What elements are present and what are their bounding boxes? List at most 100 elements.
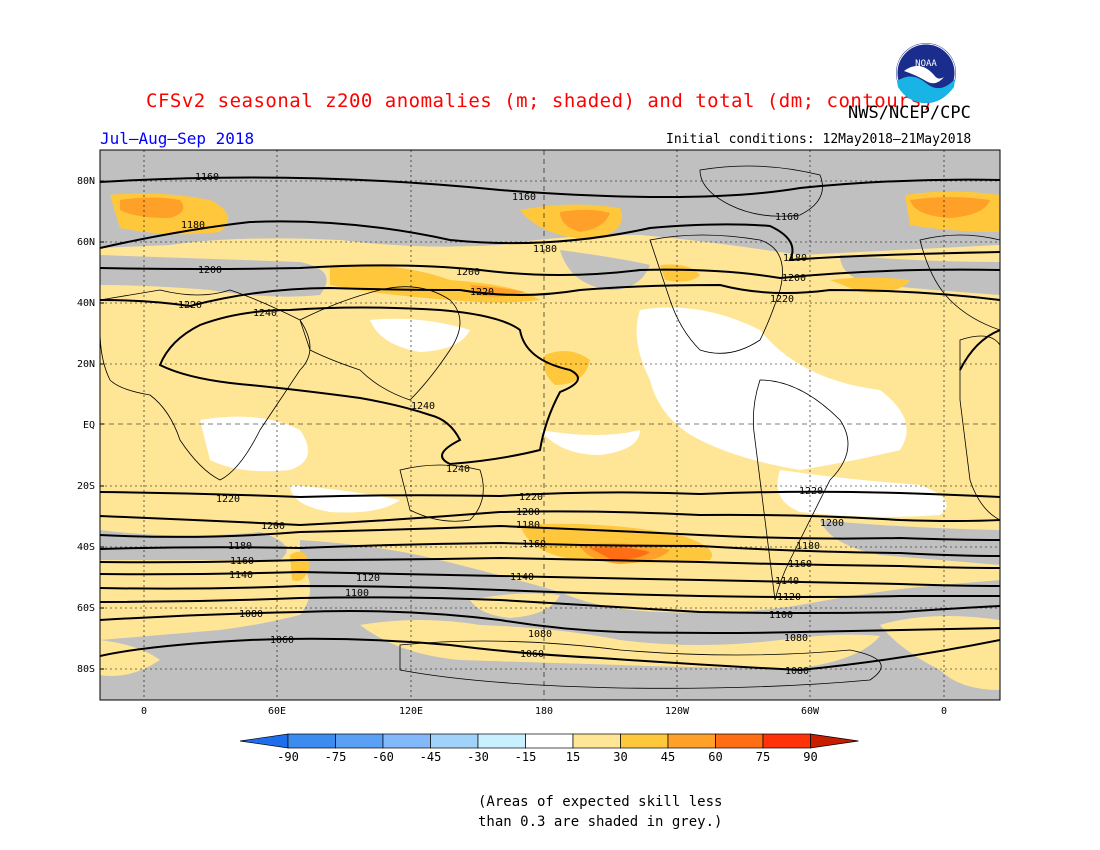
colorbar-swatch — [715, 733, 764, 749]
contour-label: 1080 — [785, 666, 809, 677]
lon-label: 60W — [801, 706, 820, 717]
contour-label: 1180 — [228, 541, 252, 552]
contour-label: 1220 — [178, 300, 202, 311]
skill-note-line: (Areas of expected skill less — [478, 794, 723, 810]
contour-label: 1180 — [533, 244, 557, 255]
lat-label: 80N — [77, 176, 95, 187]
lat-label: 60N — [77, 237, 95, 248]
lat-label: 60S — [77, 603, 95, 614]
colorbar-swatch — [667, 733, 716, 749]
contour-label: 1240 — [446, 464, 470, 475]
contour-label: 1060 — [270, 635, 294, 646]
colorbar: -90 -75 -60 -45 -30 -15 15 30 45 60 75 90 — [239, 733, 859, 764]
contour-label: 1160 — [230, 556, 254, 567]
lon-label: 120W — [665, 706, 690, 717]
lon-label: 60E — [268, 706, 286, 717]
coastlines — [100, 165, 1000, 689]
agency-label: NWS/NCEP/CPC — [848, 103, 971, 123]
skill-note: (Areas of expected skill less than 0.3 a… — [478, 792, 722, 832]
colorbar-tick-label: 30 — [613, 750, 627, 764]
lon-label: 180 — [535, 706, 553, 717]
lon-label: 0 — [141, 706, 147, 717]
lon-label: 0 — [941, 706, 947, 717]
contour-label: 1060 — [520, 649, 544, 660]
contour-label: 1120 — [777, 592, 801, 603]
map-frame — [99, 149, 1001, 701]
latitude-labels: 80N 60N 40N 20N EQ 20S 40S 60S 80S — [77, 176, 95, 675]
contour-label: 1200 — [516, 507, 540, 518]
colorbar-swatch — [525, 733, 574, 749]
noaa-logo-text: NOAA — [915, 59, 937, 69]
contour-label: 1160 — [195, 172, 219, 183]
colorbar-swatch — [430, 733, 479, 749]
initial-conditions-label: Initial conditions: 12May2018–21May2018 — [666, 132, 972, 147]
colorbar-tick-label: -75 — [325, 750, 347, 764]
lat-label: EQ — [83, 420, 95, 431]
map-grid — [100, 150, 1000, 700]
contour-label: 1160 — [512, 192, 536, 203]
colorbar-tick-label: 15 — [566, 750, 580, 764]
lat-label: 40S — [77, 542, 95, 553]
colorbar-swatch — [762, 733, 811, 749]
contour-label: 1160 — [522, 539, 546, 550]
colorbar-tick-label: -45 — [420, 750, 442, 764]
contour-label: 1200 — [782, 273, 806, 284]
lat-label: 40N — [77, 298, 95, 309]
shading-15-30-south — [100, 593, 1000, 690]
colorbar-tick-label: -60 — [372, 750, 394, 764]
contour-label: 1200 — [820, 518, 844, 529]
lon-label: 120E — [399, 706, 423, 717]
contour-label: 1220 — [216, 494, 240, 505]
colorbar-tick-label: 90 — [803, 750, 817, 764]
contour-label: 1220 — [799, 486, 823, 497]
contour-label: 1080 — [528, 629, 552, 640]
contour-label: 1080 — [784, 633, 808, 644]
contour-labels: 1160 1160 1160 1180 1180 1180 1200 1200 … — [178, 172, 844, 677]
chart-title: CFSv2 seasonal z200 anomalies (m; shaded… — [146, 90, 934, 112]
lat-label: 80S — [77, 664, 95, 675]
colorbar-tick-label: 45 — [661, 750, 675, 764]
colorbar-swatch — [477, 733, 526, 749]
contour-label: 1200 — [456, 267, 480, 278]
contour-label: 1140 — [229, 570, 253, 581]
colorbar-tick-label: -15 — [515, 750, 537, 764]
contour-label: 1140 — [775, 576, 799, 587]
total-contours — [100, 176, 1000, 672]
colorbar-arrow-low — [239, 733, 289, 749]
lat-ticks — [100, 180, 104, 670]
contour-label: 1220 — [470, 287, 494, 298]
lat-label: 20S — [77, 481, 95, 492]
colorbar-arrow-high — [810, 733, 859, 749]
contour-label: 1240 — [253, 308, 277, 319]
colorbar-swatch — [620, 733, 669, 749]
contour-label: 1180 — [796, 541, 820, 552]
contour-label: 1180 — [783, 253, 807, 264]
colorbar-tick-label: 75 — [756, 750, 770, 764]
contour-label: 1160 — [775, 212, 799, 223]
lat-label: 20N — [77, 359, 95, 370]
contour-label: 1140 — [510, 572, 534, 583]
colorbar-swatch — [335, 733, 384, 749]
contour-label: 1240 — [411, 401, 435, 412]
colorbar-swatch — [382, 733, 431, 749]
colorbar-tick-label: -30 — [467, 750, 489, 764]
shading-60-75 — [590, 547, 650, 560]
contour-label: 1120 — [356, 573, 380, 584]
noaa-logo: NOAA — [896, 43, 956, 103]
contour-label: 1100 — [345, 588, 369, 599]
contour-label: 1180 — [516, 520, 540, 531]
contour-label: 1100 — [769, 610, 793, 621]
contour-label: 1200 — [198, 265, 222, 276]
skill-note-line: than 0.3 are shaded in grey.) — [478, 814, 723, 830]
season-label: Jul–Aug–Sep 2018 — [100, 129, 255, 148]
colorbar-tick-label: -90 — [277, 750, 299, 764]
longitude-labels: 0 60E 120E 180 120W 60W 0 — [141, 706, 947, 717]
colorbar-tick-label: 60 — [708, 750, 722, 764]
contour-label: 1160 — [788, 559, 812, 570]
contour-label: 1080 — [239, 609, 263, 620]
contour-label: 1220 — [519, 492, 543, 503]
colorbar-swatch — [572, 733, 621, 749]
contour-label: 1180 — [181, 220, 205, 231]
colorbar-swatch — [287, 733, 336, 749]
